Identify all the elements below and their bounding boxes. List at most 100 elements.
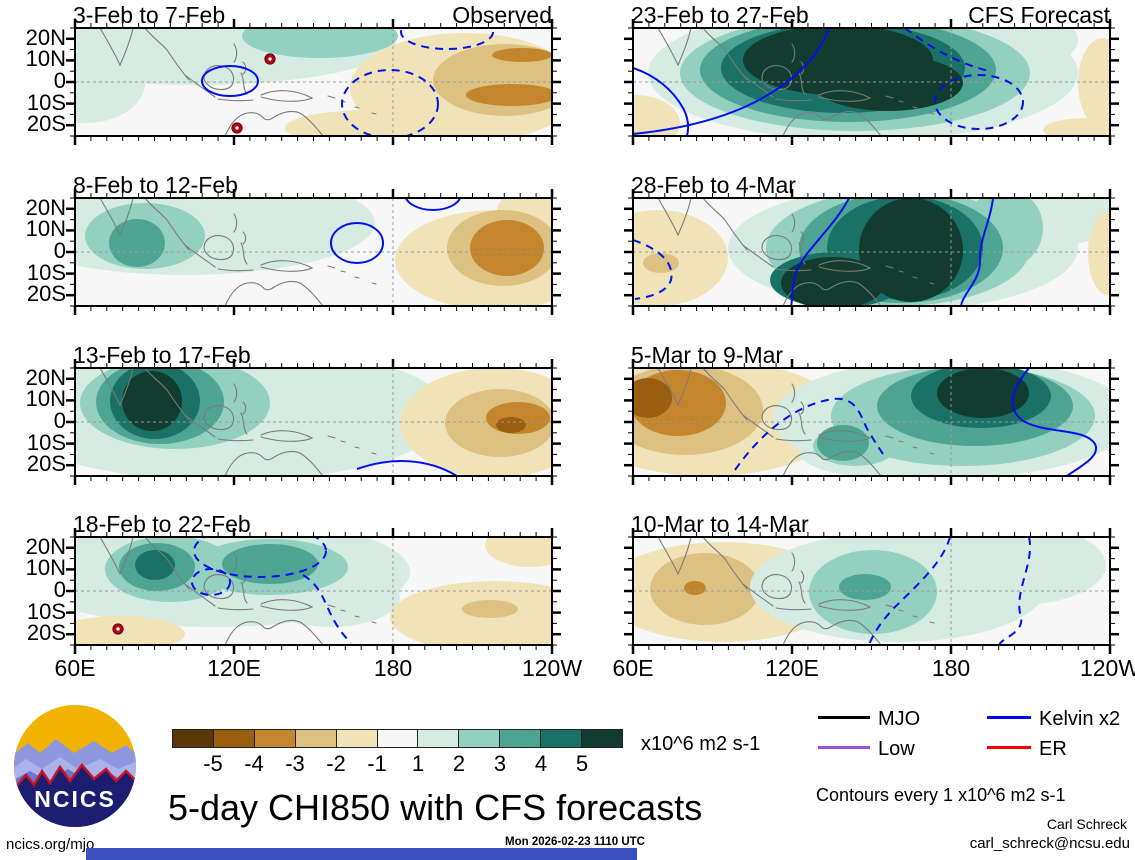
map-panel-8-feb-to-12-feb: 8-Feb to 12-Feb [66,172,561,315]
panel-date-range: 8-Feb to 12-Feb [73,172,238,198]
lon-label-120w: 120W [1079,655,1135,681]
colorbar-label--3: -3 [285,751,305,776]
figure-title: 5-day CHI850 with CFS forecasts [168,787,703,828]
map-panel-5-mar-to-9-mar: 5-Mar to 9-Mar [624,342,1119,485]
low-line-swatch [818,746,870,749]
tropical-cyclone-marker [264,53,276,65]
er-label: ER [1039,738,1067,760]
map-panel-28-feb-to-4-mar: 28-Feb to 4-Mar [624,172,1119,315]
colorbar-label--4: -4 [244,751,264,776]
credit-name: Carl Schreck [1046,816,1127,832]
colorbar-cell-5 [377,730,419,747]
colorbar-cell-7 [459,730,501,747]
mjo-line-swatch [818,716,870,719]
lat-label-0: 0 [53,408,66,433]
map-panel-3-feb-to-7-feb: 3-Feb to 7-Feb Observed [66,2,561,145]
site-url: ncics.org/mjo [6,836,95,853]
lat-label-20n: 20N [25,194,66,220]
lat-label-10n: 10N [25,386,66,412]
contour-interval-note: Contours every 1 x10^6 m2 s-1 [816,785,1066,805]
lat-label-10n: 10N [25,46,66,72]
colorbar-label--2: -2 [326,751,346,776]
lat-label-10s: 10S [26,259,66,285]
lon-label-60e: 60E [612,655,654,681]
colorbar-cell-9 [541,730,583,747]
colorbar-cell-0 [173,730,214,747]
lat-label-0: 0 [53,577,66,602]
colorbar [172,729,623,748]
lat-label-20s: 20S [26,281,66,307]
lon-label-120e: 120E [765,655,819,681]
lat-label-0: 0 [53,238,66,263]
colorbar-units: x10^6 m2 s-1 [641,733,761,755]
panel-date-range: 23-Feb to 27-Feb [631,2,809,28]
map-panel-18-feb-to-22-feb: 18-Feb to 22-Feb [66,511,561,654]
lon-label-120w: 120W [521,655,583,681]
anomaly-map [624,528,1119,654]
colorbar-label--5: -5 [203,751,223,776]
mjo-label: MJO [878,708,921,730]
logo-text: NCICS [34,786,116,812]
colorbar-cell-4 [336,730,378,747]
map-panel-10-mar-to-14-mar: 10-Mar to 14-Mar [624,511,1119,654]
colorbar-cell-3 [295,730,337,747]
credit-email: carl_schreck@ncsu.edu [969,835,1130,852]
colorbar-cell-10 [582,730,622,747]
lon-label-60e: 60E [54,655,96,681]
er-line-swatch [987,746,1031,749]
panel-date-range: 10-Mar to 14-Mar [631,511,809,537]
colorbar-cell-1 [213,730,255,747]
lat-label-20s: 20S [26,451,66,477]
lat-label-10s: 10S [26,89,66,115]
lat-label-10s: 10S [26,429,66,455]
lat-label-10n: 10N [25,216,66,242]
map-panel-23-feb-to-27-feb: 23-Feb to 27-Feb CFS Forecast [624,2,1119,145]
generation-timestamp: Mon 2026-02-23 1110 UTC [505,836,645,848]
lat-label-20s: 20S [26,620,66,646]
panel-date-range: 5-Mar to 9-Mar [631,342,784,368]
lat-label-20n: 20N [25,24,66,50]
colorbar-cell-2 [254,730,296,747]
lon-label-120e: 120E [207,655,261,681]
logo-base [14,765,136,827]
panel-source-label: Observed [452,2,552,28]
tropical-cyclone-marker [112,623,124,635]
bottom-blue-bar [86,848,637,860]
colorbar-label-4: 4 [534,751,548,776]
anomaly-map [66,189,561,315]
panel-date-range: 13-Feb to 17-Feb [73,342,251,368]
anomaly-map [624,359,1119,485]
colorbar-cell-8 [500,730,542,747]
map-panel-13-feb-to-17-feb: 13-Feb to 17-Feb [66,342,561,485]
colorbar-cell-6 [418,730,460,747]
lat-label-20s: 20S [26,111,66,137]
lat-label-10s: 10S [26,598,66,624]
anomaly-map [66,528,561,654]
kelvin-line-swatch [987,716,1031,719]
colorbar-label-2: 2 [452,751,466,776]
ncics-logo: NCICS [12,703,138,829]
colorbar-label-5: 5 [575,751,589,776]
tropical-cyclone-marker [231,122,243,134]
ncics-logo-graphic: NCICS [14,705,136,827]
low-label: Low [878,738,915,760]
colorbar-label-3: 3 [493,751,507,776]
lat-label-20n: 20N [25,364,66,390]
anomaly-map [624,189,1119,315]
lat-label-10n: 10N [25,555,66,581]
kelvin-label: Kelvin x2 [1039,708,1121,730]
panel-date-range: 3-Feb to 7-Feb [73,2,226,28]
lat-label-20n: 20N [25,533,66,559]
panel-source-label: CFS Forecast [968,2,1110,28]
lon-label-180: 180 [373,655,413,681]
colorbar-label-1: 1 [411,751,425,776]
anomaly-map [66,359,561,485]
logo-red-line [14,763,136,792]
panel-date-range: 28-Feb to 4-Mar [631,172,796,198]
panel-date-range: 18-Feb to 22-Feb [73,511,251,537]
lon-label-180: 180 [931,655,971,681]
colorbar-label--1: -1 [367,751,387,776]
anomaly-map [624,19,1119,145]
anomaly-map [66,19,561,145]
